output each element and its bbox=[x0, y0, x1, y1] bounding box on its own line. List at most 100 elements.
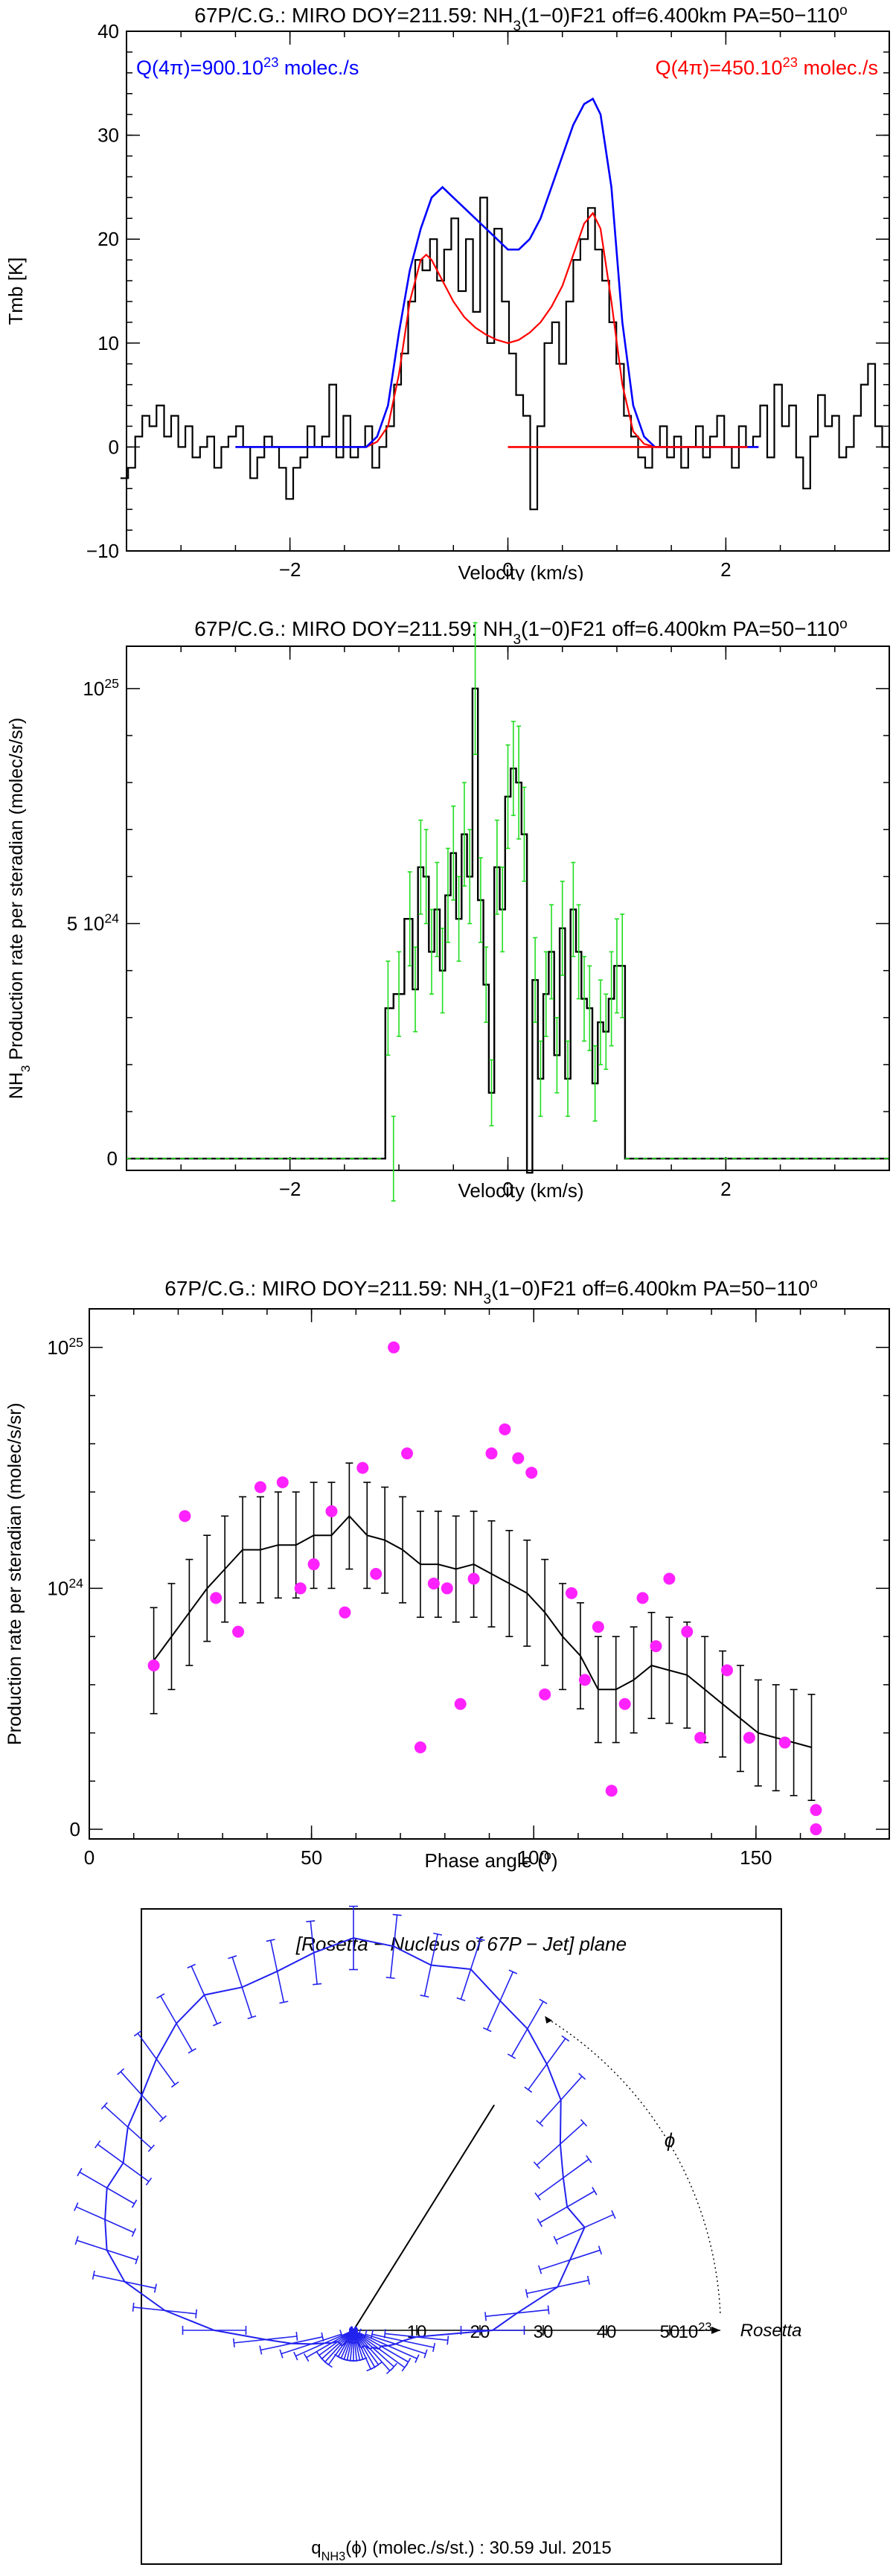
radial-error-bar bbox=[353, 2330, 394, 2368]
radial-error-bar bbox=[385, 2333, 448, 2341]
radial-error-bar bbox=[528, 2038, 566, 2091]
data-point bbox=[467, 1572, 480, 1585]
data-point bbox=[325, 1505, 338, 1517]
chart-title: [Rosetta − Nucleus of 67P − Jet] plane bbox=[295, 1933, 627, 1955]
radial-error-cap bbox=[561, 2035, 570, 2042]
radial-error-bar bbox=[319, 2330, 354, 2356]
data-point bbox=[485, 1447, 498, 1460]
radial-error-bar bbox=[539, 2190, 595, 2224]
radial-error-cap bbox=[135, 2255, 139, 2265]
radial-error-cap bbox=[147, 2144, 155, 2152]
y-tick-label: 0 bbox=[70, 1818, 80, 1840]
y-axis-label: Tmb [K] bbox=[4, 257, 27, 325]
radial-error-cap bbox=[553, 2236, 558, 2245]
radial-error-cap bbox=[539, 1998, 548, 2005]
radial-error-bar bbox=[353, 2330, 391, 2371]
x-tick-label: 100 bbox=[518, 1846, 550, 1869]
radial-error-cap bbox=[484, 2312, 487, 2321]
phi-label: ϕ bbox=[665, 2129, 675, 2152]
radial-error-cap bbox=[77, 2167, 83, 2177]
data-point bbox=[454, 1697, 467, 1710]
chart-tmb-spectrum: 67P/C.G.: MIRO DOY=211.59: NH3(1−0)F21 o… bbox=[4, 3, 890, 581]
radial-error-cap bbox=[482, 2027, 492, 2033]
radial-error-cap bbox=[212, 2021, 222, 2027]
x-tick-label: 50 bbox=[301, 1846, 322, 1869]
radial-error-cap bbox=[279, 2349, 284, 2359]
chart-production-rate-phase: 67P/C.G.: MIRO DOY=211.59: NH3(1−0)F21 o… bbox=[4, 1276, 890, 1872]
radial-error-cap bbox=[392, 1913, 402, 1916]
radial-error-bar bbox=[353, 2330, 376, 2368]
radial-error-cap bbox=[156, 1993, 165, 1999]
radial-error-cap bbox=[92, 2270, 95, 2280]
data-point bbox=[147, 1659, 160, 1671]
data-point bbox=[388, 1341, 400, 1354]
x-axis-label: Velocity (km/s) bbox=[458, 561, 583, 581]
x-tick-label: 2 bbox=[720, 558, 731, 581]
data-point bbox=[663, 1572, 676, 1585]
jet-direction bbox=[353, 2104, 496, 2331]
radial-error-cap bbox=[580, 2119, 588, 2127]
radial-error-bar bbox=[281, 2333, 342, 2355]
radial-error-bar bbox=[526, 2280, 589, 2295]
radial-error-bar bbox=[160, 1995, 193, 2051]
data-point bbox=[210, 1592, 223, 1604]
data-point bbox=[743, 1732, 755, 1744]
radial-error-cap bbox=[537, 2218, 542, 2228]
axis-arrow bbox=[711, 2327, 720, 2334]
x-tick-label: −2 bbox=[279, 558, 301, 581]
radial-error-cap bbox=[159, 2115, 167, 2123]
radial-error-cap bbox=[508, 1969, 518, 1974]
radial-error-cap bbox=[405, 2357, 412, 2367]
radial-error-cap bbox=[423, 2349, 428, 2359]
radial-error-bar bbox=[231, 1957, 253, 2018]
plot-frame bbox=[126, 645, 890, 1171]
data-point bbox=[427, 1577, 440, 1590]
y-tick-label: −10 bbox=[86, 540, 119, 562]
data-point bbox=[254, 1481, 266, 1493]
chart-title: 67P/C.G.: MIRO DOY=211.59: NH3(1−0)F21 o… bbox=[164, 1276, 817, 1307]
radial-error-bar bbox=[306, 2330, 354, 2359]
annotation-q-blue: Q(4π)=900.1023 molec./s bbox=[136, 54, 359, 80]
rosetta-label: Rosetta bbox=[740, 2321, 802, 2341]
radial-error-cap bbox=[537, 2265, 542, 2274]
x-tick-label: 150 bbox=[740, 1846, 772, 1869]
radial-error-cap bbox=[374, 2361, 383, 2368]
radial-error-bar bbox=[365, 2333, 426, 2355]
radial-error-cap bbox=[507, 2053, 516, 2059]
chart-title: 67P/C.G.: MIRO DOY=211.59: NH3(1−0)F21 o… bbox=[194, 3, 847, 34]
data-point bbox=[370, 1568, 383, 1580]
radial-error-cap bbox=[117, 2068, 125, 2076]
radial-error-cap bbox=[586, 2155, 592, 2164]
radial-error-cap bbox=[131, 2199, 138, 2208]
radial-error-bar bbox=[536, 2122, 585, 2166]
data-point bbox=[681, 1625, 694, 1638]
radial-error-bar bbox=[371, 2333, 435, 2348]
plot-frame bbox=[126, 31, 890, 552]
data-point bbox=[810, 1823, 822, 1836]
radial-error-bar bbox=[295, 2330, 354, 2357]
radial-error-cap bbox=[94, 2140, 101, 2149]
annotation-q-red: Q(4π)=450.1023 molec./s bbox=[656, 54, 878, 80]
x-axis-label: Velocity (km/s) bbox=[458, 1179, 583, 1202]
chart-title: 67P/C.G.: MIRO DOY=211.59: NH3(1−0)F21 o… bbox=[194, 616, 847, 648]
y-axis-label: Production rate per steradian (molec/s/s… bbox=[4, 1403, 25, 1745]
data-point bbox=[565, 1587, 577, 1599]
radial-error-cap bbox=[306, 1920, 316, 1922]
radial-error-bar bbox=[269, 1940, 285, 2003]
radial-error-bar bbox=[103, 2105, 152, 2149]
radial-error-bar bbox=[137, 2033, 176, 2085]
radial-error-bar bbox=[324, 2330, 354, 2362]
data-point bbox=[276, 1476, 289, 1489]
radial-error-cap bbox=[228, 1955, 237, 1960]
x-tick-label: −2 bbox=[279, 1178, 301, 1200]
radial-error-cap bbox=[266, 1939, 275, 1942]
radial-error-cap bbox=[324, 2361, 333, 2368]
production-rate-step bbox=[127, 687, 889, 1174]
radial-error-cap bbox=[145, 2177, 153, 2186]
radial-error-bar bbox=[540, 2249, 601, 2271]
radial-error-cap bbox=[385, 1977, 395, 1980]
radial-error-bar bbox=[120, 2071, 164, 2120]
radial-error-cap bbox=[415, 2354, 420, 2363]
chart-polar-jet-plane: [Rosetta − Nucleus of 67P − Jet] plane 10… bbox=[74, 1905, 802, 2565]
radial-error-bar bbox=[310, 1921, 318, 1985]
